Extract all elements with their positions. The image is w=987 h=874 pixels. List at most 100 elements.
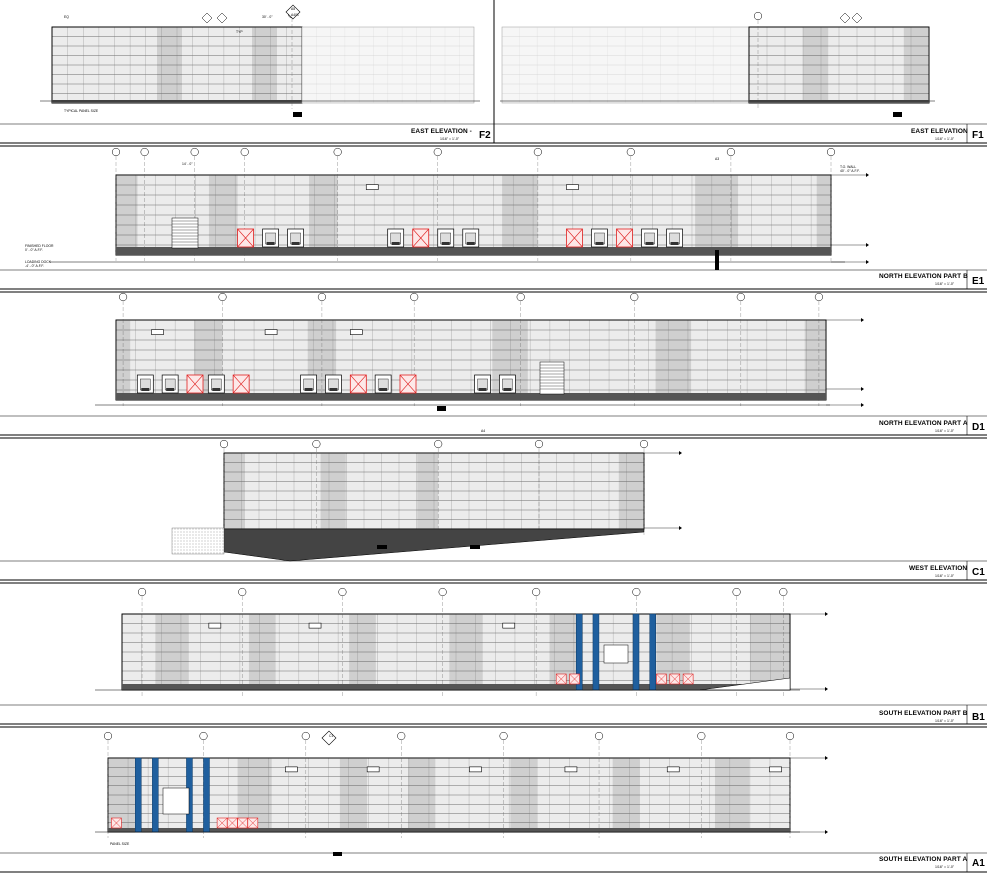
grid-bubble bbox=[137, 587, 147, 597]
window bbox=[365, 184, 379, 190]
marker-sheet: A401 bbox=[291, 13, 299, 17]
footing bbox=[893, 112, 902, 117]
dock-door-cross bbox=[216, 817, 228, 829]
window bbox=[502, 622, 516, 629]
level-marker bbox=[866, 260, 869, 264]
window bbox=[349, 329, 363, 335]
note-to-wall: T.O. WALL 40' - 0" A.F.F. bbox=[840, 165, 860, 173]
scale-e1: 1/16" = 1'-0" bbox=[935, 282, 955, 286]
footing bbox=[293, 112, 302, 117]
scale-f2: 1/16" = 1'-0" bbox=[440, 137, 460, 141]
window bbox=[566, 184, 579, 190]
window bbox=[285, 766, 298, 773]
grid-bubble bbox=[630, 292, 639, 302]
tag-f2: F2 bbox=[479, 130, 491, 141]
grid-bubble bbox=[626, 147, 635, 157]
grid-bubble bbox=[238, 587, 247, 597]
grid-bubble bbox=[199, 731, 208, 741]
window bbox=[769, 766, 782, 773]
grid-bubble bbox=[301, 731, 310, 741]
grid-bubble bbox=[785, 731, 795, 741]
grid-bubble bbox=[532, 587, 541, 597]
grid-bubble bbox=[111, 147, 121, 157]
footing bbox=[470, 545, 480, 549]
dock-door-cross bbox=[656, 673, 667, 685]
grid-bubble bbox=[697, 731, 706, 741]
dock-bumper bbox=[266, 242, 275, 245]
tag-e1: E1 bbox=[972, 276, 985, 287]
dock-door-cross bbox=[247, 817, 258, 829]
scale-a1: 1/16" = 1'-0" bbox=[935, 865, 955, 869]
note-finished-floor: FINISHED FLOOR 0' - 0" A.F.F. bbox=[25, 244, 53, 252]
tag-f1: F1 bbox=[972, 130, 984, 141]
grid-bubble bbox=[103, 731, 113, 741]
dock-door-cross bbox=[569, 673, 580, 685]
level-marker bbox=[866, 173, 869, 177]
dock-bumper bbox=[304, 388, 313, 391]
dock-door-cross bbox=[186, 374, 204, 394]
grid-bubble bbox=[732, 587, 741, 597]
grid-bubble bbox=[534, 439, 544, 449]
level-marker bbox=[679, 451, 682, 455]
grid-bubble bbox=[219, 439, 229, 449]
grid-bubble bbox=[516, 292, 525, 302]
blue-column bbox=[592, 613, 600, 691]
tag-b1: B1 bbox=[972, 712, 985, 723]
marker-a4: A4 bbox=[481, 429, 486, 433]
level-marker bbox=[679, 526, 682, 530]
dock-bumper bbox=[466, 242, 475, 245]
grid-bubble bbox=[333, 147, 342, 157]
grid-bubble bbox=[140, 147, 149, 157]
dock-door-cross bbox=[682, 673, 694, 685]
blue-column bbox=[152, 757, 159, 833]
hatch-area bbox=[171, 527, 225, 555]
scale-d1: 1/16" = 1'-0" bbox=[935, 429, 955, 433]
dock-bumper bbox=[441, 242, 450, 245]
grid-bubble bbox=[434, 439, 443, 449]
grid-bubble bbox=[594, 731, 604, 741]
grid-bubble bbox=[726, 147, 735, 157]
title-e1: NORTH ELEVATION PART B bbox=[879, 273, 968, 280]
dock-door-cross bbox=[566, 228, 583, 248]
dock-door-cross bbox=[111, 817, 122, 829]
dock-door-cross bbox=[399, 374, 417, 394]
grid-bubble bbox=[410, 292, 419, 302]
note-panel-size: PANEL SIZE bbox=[110, 842, 130, 846]
note-to-wall-elev: 40' - 0" A.F.F. bbox=[840, 168, 860, 173]
grid-bubble bbox=[814, 292, 823, 302]
scale-b1: 1/16" = 1'-0" bbox=[935, 719, 955, 723]
title-f2: EAST ELEVATION - bbox=[411, 128, 472, 135]
window bbox=[308, 622, 322, 629]
entry-glazing bbox=[603, 644, 629, 664]
grid-bubble bbox=[533, 147, 542, 157]
window bbox=[564, 766, 578, 773]
section-marker bbox=[201, 12, 213, 24]
dock-door-cross bbox=[237, 228, 254, 248]
base-band bbox=[108, 828, 790, 832]
tag-a1: A1 bbox=[972, 858, 985, 869]
note-loading-dock-label: LOADING DOCK bbox=[25, 260, 51, 264]
dock-bumper bbox=[595, 242, 604, 245]
marker-a3: A3 bbox=[715, 157, 720, 161]
grid-bubble bbox=[433, 147, 442, 157]
marker-c1: C1 bbox=[329, 734, 334, 738]
window bbox=[151, 329, 164, 335]
grid-bubble bbox=[736, 292, 745, 302]
note-dim-a: 14' - 0" bbox=[182, 162, 193, 166]
dock-bumper bbox=[329, 388, 338, 391]
base-band bbox=[116, 393, 826, 400]
level-marker bbox=[825, 687, 828, 691]
title-d1: NORTH ELEVATION PART A bbox=[879, 420, 968, 427]
blue-column bbox=[649, 613, 656, 691]
grid-bubble bbox=[240, 147, 249, 157]
base-band bbox=[52, 100, 302, 103]
window bbox=[264, 329, 278, 335]
blue-column bbox=[203, 757, 210, 833]
dock-bumper bbox=[670, 242, 679, 245]
scale-c1: 1/16" = 1'-0" bbox=[935, 574, 955, 578]
footing bbox=[437, 406, 446, 411]
level-marker bbox=[861, 318, 864, 322]
section-marker bbox=[321, 730, 337, 746]
base-band bbox=[116, 247, 831, 255]
